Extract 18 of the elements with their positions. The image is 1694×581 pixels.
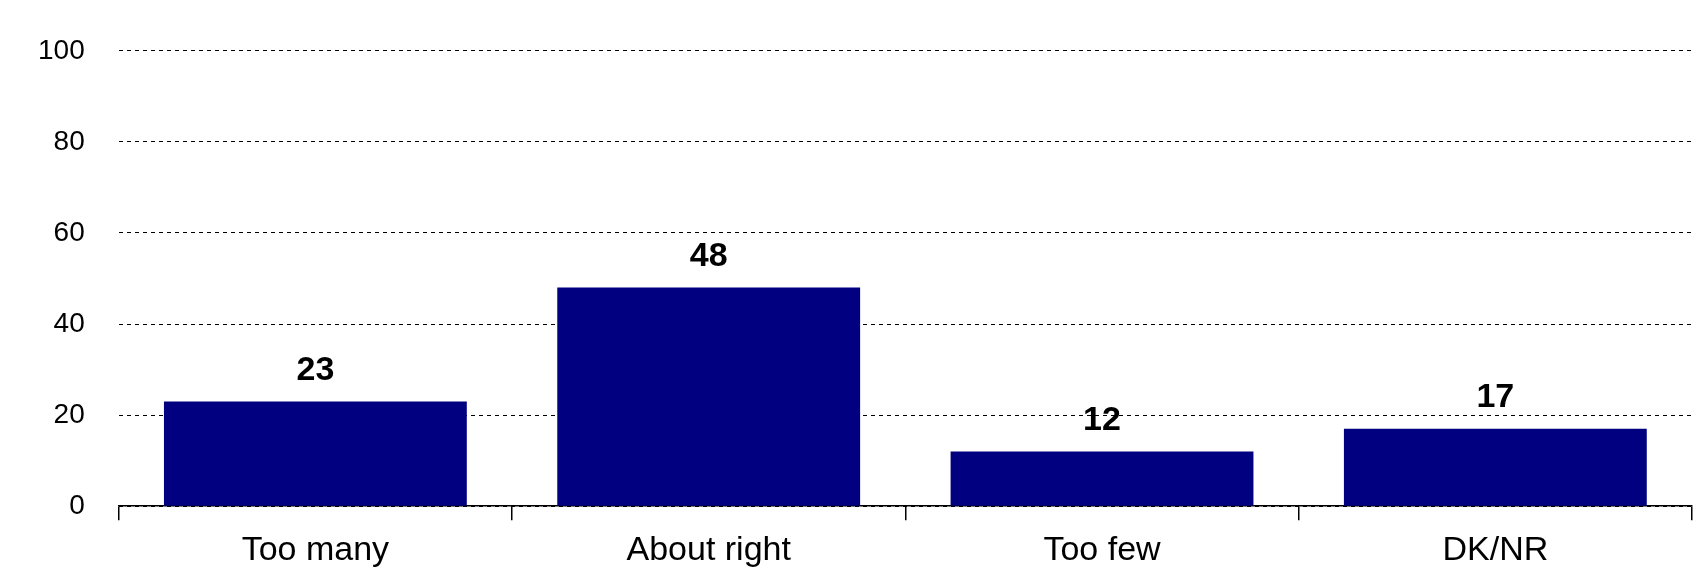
data-label: 17 bbox=[1476, 376, 1515, 415]
y-tick-label: 20 bbox=[53, 397, 85, 429]
bar bbox=[557, 287, 861, 506]
y-tick-label: 80 bbox=[53, 124, 85, 156]
y-tick-label: 40 bbox=[53, 306, 85, 338]
x-tick-label: Too many bbox=[241, 528, 390, 567]
data-label: 48 bbox=[689, 234, 728, 273]
data-label: 23 bbox=[296, 348, 335, 387]
x-tick-label: DK/NR bbox=[1442, 528, 1549, 567]
y-tick-label: 0 bbox=[69, 488, 85, 520]
y-tick-label: 100 bbox=[38, 33, 85, 65]
y-tick-label: 60 bbox=[53, 215, 85, 247]
bar bbox=[163, 401, 467, 506]
bar bbox=[1343, 428, 1647, 506]
data-label: 12 bbox=[1083, 398, 1121, 437]
bar bbox=[950, 451, 1254, 506]
x-tick-label: About right bbox=[626, 528, 792, 567]
x-tick-label: Too few bbox=[1043, 528, 1162, 567]
